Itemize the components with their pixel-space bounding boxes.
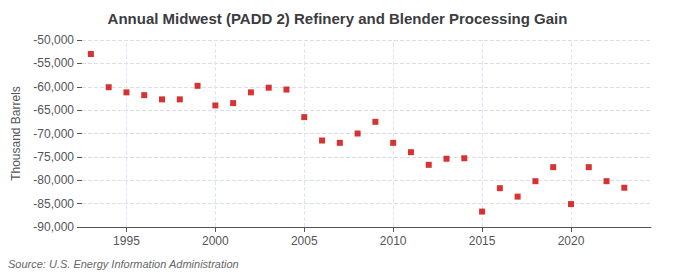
svg-text:Source: U.S. Energy Informatio: Source: U.S. Energy Information Administ… [8,258,239,270]
svg-text:2005: 2005 [291,234,318,248]
svg-text:-75,000: -75,000 [33,150,74,164]
svg-text:2010: 2010 [380,234,407,248]
svg-text:-55,000: -55,000 [33,56,74,70]
svg-text:-80,000: -80,000 [33,173,74,187]
svg-text:-90,000: -90,000 [33,220,74,234]
svg-text:2020: 2020 [558,234,585,248]
svg-text:Thousand Barrels: Thousand Barrels [9,86,23,181]
svg-text:-65,000: -65,000 [33,103,74,117]
svg-text:-50,000: -50,000 [33,33,74,47]
svg-text:-85,000: -85,000 [33,197,74,211]
svg-text:-60,000: -60,000 [33,80,74,94]
svg-text:2000: 2000 [202,234,229,248]
svg-text:2015: 2015 [469,234,496,248]
svg-text:1995: 1995 [113,234,140,248]
svg-text:Annual Midwest (PADD 2) Refine: Annual Midwest (PADD 2) Refinery and Ble… [108,10,568,27]
svg-text:-70,000: -70,000 [33,127,74,141]
